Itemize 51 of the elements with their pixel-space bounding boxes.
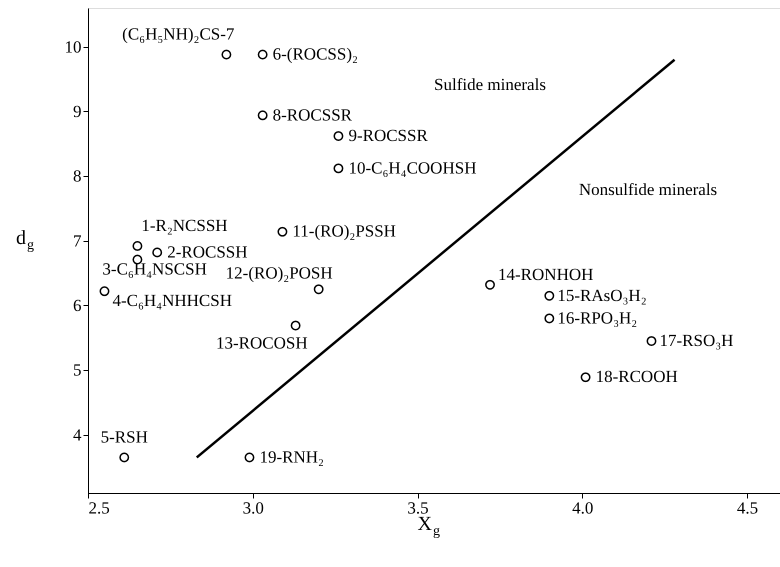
point bbox=[544, 290, 554, 301]
point bbox=[100, 286, 110, 296]
point bbox=[244, 452, 254, 462]
y-tick-label: 6 bbox=[73, 296, 82, 315]
point bbox=[334, 163, 344, 174]
annotation: 9-ROCSSR bbox=[348, 126, 428, 146]
point bbox=[258, 110, 268, 120]
point bbox=[119, 452, 130, 462]
point bbox=[152, 248, 162, 258]
annotation: 13-ROCOSH bbox=[216, 334, 308, 353]
point bbox=[221, 50, 232, 60]
point bbox=[544, 313, 554, 324]
x-tick-label: 3.5 bbox=[407, 498, 429, 518]
annotation: 11-(RO)₂PSSH bbox=[292, 222, 396, 241]
annotation: 8-ROCSSR bbox=[272, 105, 353, 124]
annotation: Sulfide minerals bbox=[434, 75, 546, 94]
annotation: 6-(ROCSS)₂ bbox=[272, 44, 358, 64]
x-tick-label: 2.5 bbox=[88, 498, 110, 518]
annotation: 1-R₂NCSSH bbox=[141, 216, 228, 235]
point bbox=[314, 284, 324, 294]
annotation: 14-RONHOH bbox=[498, 264, 594, 284]
annotation: 2-ROCSSH bbox=[167, 242, 248, 262]
annotation: 5-RSH bbox=[100, 427, 148, 446]
point bbox=[580, 372, 591, 382]
x-tick-label: 4.5 bbox=[736, 498, 758, 518]
x-tick-label: 3.0 bbox=[242, 498, 264, 518]
annotation: 3-C₆H₄NSCSH bbox=[102, 260, 207, 279]
point bbox=[258, 50, 268, 60]
annotation: 18-RCOOH bbox=[596, 367, 678, 386]
point bbox=[334, 131, 344, 141]
annotation: Nonsulfide minerals bbox=[578, 180, 718, 199]
y-tick-label: 4 bbox=[73, 425, 82, 444]
y-tick-label: 8 bbox=[73, 166, 82, 186]
annotation: 15-RAsO₃H₂ bbox=[557, 286, 647, 305]
annotation: (C₆H₅NH)₂CS-7 bbox=[122, 24, 235, 44]
point bbox=[485, 280, 495, 290]
point bbox=[132, 241, 142, 251]
annotation: 16-RPO₃H₂ bbox=[557, 308, 638, 328]
annotation: 19-RNH₂ bbox=[259, 447, 324, 466]
point bbox=[646, 336, 656, 346]
annotation: 17-RSO₃H bbox=[659, 331, 734, 350]
y-tick-label: 5 bbox=[73, 360, 82, 380]
y-tick-label: 9 bbox=[73, 102, 82, 121]
y-tick-label: 7 bbox=[73, 231, 82, 250]
point bbox=[290, 320, 301, 330]
y-tick-label: 10 bbox=[64, 37, 82, 56]
annotation: 10-C₆H₄COOHSH bbox=[348, 158, 476, 178]
x-tick-label: 4.0 bbox=[572, 498, 594, 518]
annotation: 12-(RO)₂POSH bbox=[226, 263, 333, 282]
annotation: 4-C₆H₄NHHCSH bbox=[112, 291, 232, 310]
point bbox=[277, 226, 288, 237]
